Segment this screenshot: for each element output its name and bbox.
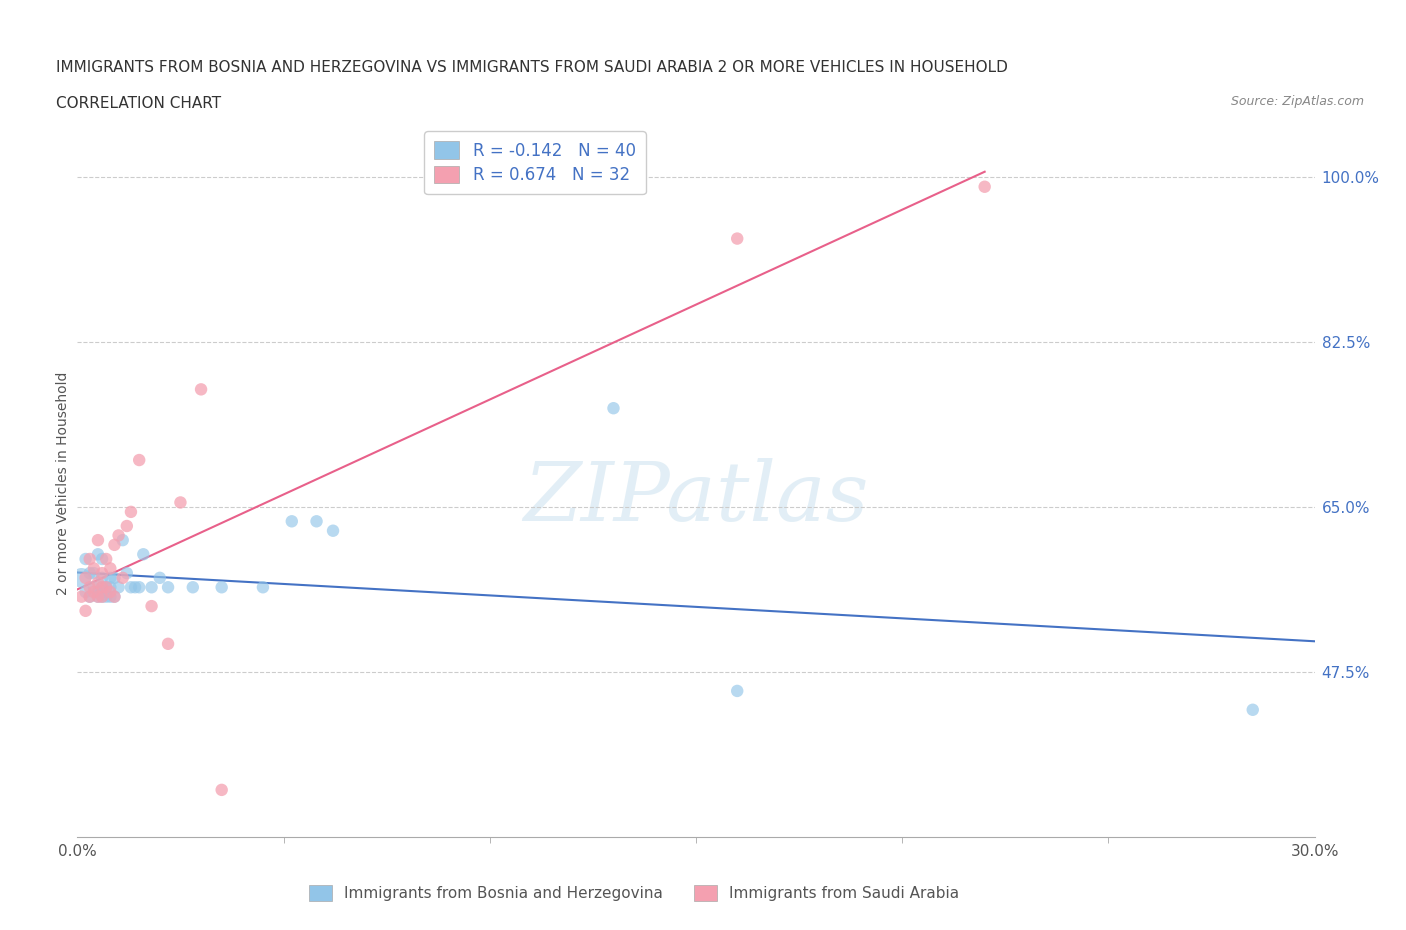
Point [128, 453, 150, 468]
Point [98, 570, 121, 585]
Point [75, 570, 97, 585]
Point [111, 570, 134, 585]
Point [141, 599, 163, 614]
Point [83, 585, 105, 600]
Point [91, 590, 114, 604]
Point [70, 590, 93, 604]
Text: IMMIGRANTS FROM BOSNIA AND HERZEGOVINA VS IMMIGRANTS FROM SAUDI ARABIA 2 OR MORE: IMMIGRANTS FROM BOSNIA AND HERZEGOVINA V… [56, 60, 1008, 75]
Point [124, 579, 146, 594]
Point [91, 551, 114, 566]
Point [1241, 702, 1264, 717]
Point [79, 590, 101, 604]
Point [98, 585, 121, 600]
Point [103, 590, 125, 604]
Point [96, 579, 118, 594]
Point [83, 565, 105, 580]
Point [322, 524, 344, 538]
Point [91, 579, 114, 594]
Point [103, 570, 125, 585]
Point [211, 782, 233, 797]
Point [87, 590, 110, 604]
Point [98, 561, 121, 576]
Point [98, 590, 121, 604]
Point [75, 585, 97, 600]
Legend: Immigrants from Bosnia and Herzegovina, Immigrants from Saudi Arabia: Immigrants from Bosnia and Herzegovina, … [304, 879, 965, 907]
Point [602, 401, 624, 416]
Point [87, 575, 110, 590]
Point [190, 382, 212, 397]
Y-axis label: 2 or more Vehicles in Household: 2 or more Vehicles in Household [56, 372, 70, 595]
Point [141, 579, 163, 594]
Point [169, 495, 191, 510]
Point [98, 579, 121, 594]
Point [181, 579, 204, 594]
Point [75, 604, 97, 618]
Point [75, 551, 97, 566]
Point [725, 684, 748, 698]
Point [120, 579, 142, 594]
Point [70, 570, 93, 585]
Point [128, 579, 150, 594]
Point [103, 538, 125, 552]
Point [87, 585, 110, 600]
Point [96, 551, 118, 566]
Point [157, 636, 180, 651]
Point [107, 528, 129, 543]
Point [87, 547, 110, 562]
Point [96, 590, 118, 604]
Point [132, 547, 155, 562]
Text: ZIPatlas: ZIPatlas [523, 458, 869, 538]
Text: Source: ZipAtlas.com: Source: ZipAtlas.com [1230, 95, 1364, 108]
Point [83, 561, 105, 576]
Point [111, 533, 134, 548]
Point [115, 519, 138, 534]
Point [103, 590, 125, 604]
Point [973, 179, 995, 194]
Point [79, 590, 101, 604]
Point [79, 551, 101, 566]
Point [96, 579, 118, 594]
Text: CORRELATION CHART: CORRELATION CHART [56, 96, 221, 111]
Point [149, 570, 172, 585]
Point [87, 590, 110, 604]
Point [120, 504, 142, 519]
Point [91, 590, 114, 604]
Point [91, 579, 114, 594]
Point [305, 514, 328, 529]
Point [83, 579, 105, 594]
Point [211, 579, 233, 594]
Point [91, 565, 114, 580]
Point [115, 565, 138, 580]
Point [157, 579, 180, 594]
Point [91, 570, 114, 585]
Point [79, 579, 101, 594]
Point [87, 533, 110, 548]
Point [79, 565, 101, 580]
Point [107, 579, 129, 594]
Point [725, 232, 748, 246]
Point [252, 579, 274, 594]
Point [281, 514, 304, 529]
